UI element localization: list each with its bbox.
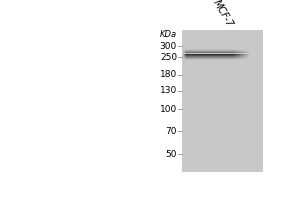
Text: 180: 180 xyxy=(160,70,177,79)
Text: 130: 130 xyxy=(160,86,177,95)
Bar xyxy=(182,30,263,172)
Text: 100: 100 xyxy=(160,105,177,114)
Text: 300: 300 xyxy=(160,42,177,51)
Text: 70: 70 xyxy=(166,127,177,136)
Text: 250: 250 xyxy=(160,53,177,62)
Text: KDa: KDa xyxy=(160,30,177,39)
Text: 50: 50 xyxy=(166,150,177,159)
Text: MCF-7: MCF-7 xyxy=(211,0,234,29)
